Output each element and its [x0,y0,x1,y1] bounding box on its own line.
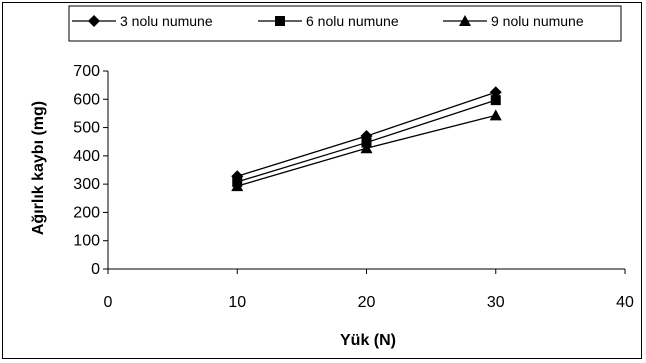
legend-label: 9 nolu numune [491,13,584,29]
series-1 [231,86,502,183]
x-tick-label: 20 [358,294,376,311]
axes [103,70,626,274]
y-tick-label: 100 [73,233,100,250]
legend-box [68,5,622,42]
legend: 3 nolu numune 6 nolu numune 9 nolu numune [68,5,622,42]
y-tick-label: 600 [73,91,100,108]
legend-entry-3: 9 nolu numune [443,13,584,29]
y-tick-label: 500 [73,120,100,137]
data-point [360,142,373,154]
y-tick-label: 400 [73,148,100,165]
legend-entry-2: 6 nolu numune [258,13,399,29]
legend-marker [275,16,285,26]
legend-label: 3 nolu numune [120,13,213,29]
data-point [490,95,501,106]
legend-marker [459,15,471,26]
x-tick-label: 30 [487,294,505,311]
x-axis-title: Yük (N) [340,332,396,349]
legend-marker [88,15,100,27]
chart-frame [2,2,642,359]
legend-entry-1: 3 nolu numune [72,13,213,29]
x-tick-label: 40 [616,294,634,311]
series-layer [231,86,502,192]
legend-label: 6 nolu numune [306,13,399,29]
x-tick-label: 10 [228,294,246,311]
series-3 [231,109,502,192]
y-tick-label: 700 [73,63,100,80]
tick-labels: 0 100 200 300 400 500 600 700 0 10 20 30 40 [73,63,634,311]
data-point [231,180,244,192]
y-tick-label: 0 [91,261,100,278]
y-tick-label: 200 [73,204,100,221]
y-tick-label: 300 [73,176,100,193]
y-axis-title: Ağırlık kaybı (mg) [30,101,47,235]
data-point [489,109,502,121]
series-2 [232,95,501,187]
x-tick-label: 0 [104,294,113,311]
